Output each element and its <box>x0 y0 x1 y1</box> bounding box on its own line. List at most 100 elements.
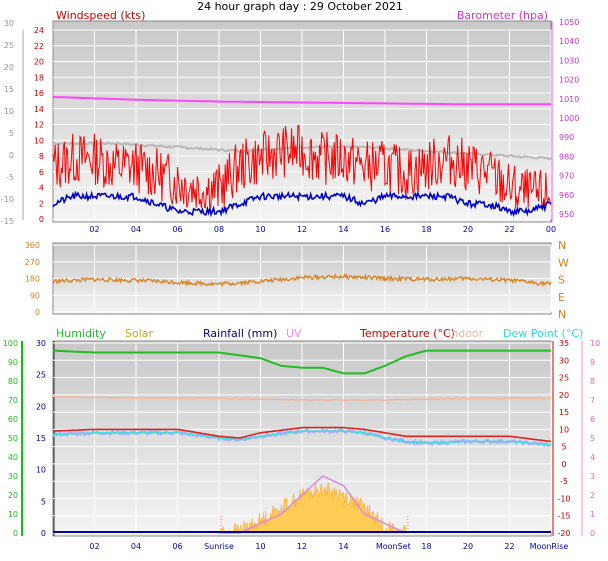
legend-item: Dew Point (°C) <box>503 327 583 340</box>
direction-tick-label: 270 <box>25 258 40 267</box>
temp-x-label: 22 <box>504 542 514 551</box>
windspeed-tick-label: 18 <box>34 73 44 82</box>
outer-tick-label: 0 <box>9 151 14 160</box>
uv-tick-label: 10 <box>590 339 600 348</box>
indoor-temperature-line <box>53 395 552 402</box>
solar-tick-label: 0 <box>41 529 46 538</box>
solar-tick-label: 25 <box>36 371 46 380</box>
humidity-tick-label: 70 <box>8 396 18 405</box>
temperature-tick-label: 35 <box>559 339 569 348</box>
compass-tick-label: S <box>558 274 565 287</box>
barometer-tick-label: 1020 <box>559 76 579 85</box>
uv-tick-label: 4 <box>590 453 595 462</box>
wind-x-tick-label: 16 <box>380 225 390 234</box>
humidity-tick-label: 20 <box>8 491 18 500</box>
solar-tick-label: 15 <box>36 434 46 443</box>
wind-x-tick-label: 18 <box>421 225 431 234</box>
wind-x-tick-label: 12 <box>297 225 307 234</box>
temp-x-label: 20 <box>463 542 473 551</box>
direction-tick-label: 360 <box>25 241 40 250</box>
temperature-tick-label: -10 <box>557 494 570 503</box>
legend-item: Temperature (°C) <box>359 327 455 340</box>
barometer-tick-label: 1050 <box>559 18 579 27</box>
humidity-tick-label: 90 <box>8 358 18 367</box>
wind-x-tick-label: 20 <box>463 225 473 234</box>
solar-tick-label: 30 <box>36 339 46 348</box>
direction-tick-label: 0 <box>35 308 40 317</box>
barometer-tick-label: 1000 <box>559 114 579 123</box>
legend-item: UV <box>286 327 302 340</box>
windspeed-tick-label: 24 <box>34 26 44 35</box>
legend-item: Solar <box>125 327 154 340</box>
wind-x-tick-label: 04 <box>131 225 141 234</box>
windspeed-axis-label: Windspeed (kts) <box>56 9 145 22</box>
uv-tick-label: 8 <box>590 377 595 386</box>
uv-tick-label: 9 <box>590 358 595 367</box>
gust-series-line <box>52 124 552 209</box>
windspeed-tick-label: 2 <box>39 199 44 208</box>
windspeed-tick-label: 12 <box>34 121 44 130</box>
barometer-tick-label: 1040 <box>559 37 579 46</box>
humidity-series-line <box>52 349 551 375</box>
temperature-series-line <box>52 426 552 443</box>
solar-tick-label: 20 <box>36 402 46 411</box>
outer-tick-label: 20 <box>4 63 14 72</box>
compass-tick-label: N <box>558 308 566 321</box>
temp-x-label: MoonSet <box>376 542 411 551</box>
temperature-tick-label: 30 <box>559 356 569 365</box>
outer-tick-label: 5 <box>9 129 14 138</box>
windspeed-tick-label: 16 <box>34 89 44 98</box>
windspeed-tick-label: 6 <box>39 168 44 177</box>
windspeed-tick-label: 22 <box>34 42 44 51</box>
temperature-tick-label: 15 <box>559 408 569 417</box>
temperature-tick-label: 10 <box>559 425 569 434</box>
outer-tick-label: 15 <box>4 85 14 94</box>
temp-x-label: Sunrise <box>204 542 234 551</box>
outer-tick-label: -15 <box>1 217 14 226</box>
wind-x-tick-label: 06 <box>172 225 182 234</box>
wind-x-tick-label: 22 <box>504 225 514 234</box>
temp-x-label: MoonRise <box>530 542 569 551</box>
windspeed-tick-label: 14 <box>34 105 44 114</box>
barometer-tick-label: 950 <box>559 210 574 219</box>
temperature-tick-label: 0 <box>561 460 566 469</box>
uv-series-line <box>219 475 407 534</box>
uv-tick-label: 2 <box>590 491 595 500</box>
solar-tick-label: 5 <box>41 497 46 506</box>
windspeed-tick-label: 4 <box>39 184 44 193</box>
direction-tick-label: 180 <box>25 275 40 284</box>
outer-tick-label: -5 <box>6 173 14 182</box>
wind-x-tick-label: 10 <box>255 225 265 234</box>
windspeed-tick-label: 20 <box>34 58 44 67</box>
compass-tick-label: N <box>558 239 566 252</box>
humidity-tick-label: 10 <box>8 510 18 519</box>
humidity-tick-label: 80 <box>8 377 18 386</box>
wind-series-line <box>52 190 552 218</box>
uv-tick-label: 6 <box>590 415 595 424</box>
page-title: 24 hour graph day : 29 October 2021 <box>197 0 403 13</box>
outer-tick-label: 25 <box>4 41 14 50</box>
wind-x-tick-label: 14 <box>338 225 348 234</box>
windspeed-tick-label: 10 <box>34 136 44 145</box>
barometer-tick-label: 990 <box>559 133 574 142</box>
legend-item: Indoor <box>448 327 484 340</box>
humidity-tick-label: 0 <box>13 529 18 538</box>
temperature-tick-label: -15 <box>557 512 570 521</box>
uv-tick-label: 0 <box>590 529 595 538</box>
barometer-tick-label: 1010 <box>559 95 579 104</box>
humidity-tick-label: 40 <box>8 453 18 462</box>
temp-x-label: 10 <box>255 542 265 551</box>
barometer-axis-label: Barometer (hpa) <box>457 9 548 22</box>
barometer-tick-label: 1030 <box>559 56 579 65</box>
barometer-series-line <box>52 96 551 106</box>
temp-x-label: 18 <box>421 542 431 551</box>
legend-item: Rainfall (mm) <box>203 327 277 340</box>
windspeed-tick-label: 0 <box>39 215 44 224</box>
compass-tick-label: W <box>558 256 569 269</box>
temp-x-label: 12 <box>297 542 307 551</box>
uv-tick-label: 7 <box>590 396 595 405</box>
outer-tick-label: -10 <box>1 195 14 204</box>
temperature-tick-label: 20 <box>559 391 569 400</box>
